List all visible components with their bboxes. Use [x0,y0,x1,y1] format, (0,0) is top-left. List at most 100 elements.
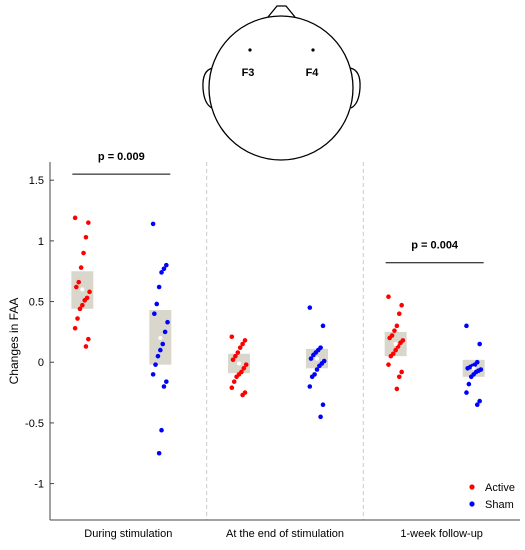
data-point [234,374,239,380]
data-point [165,319,170,325]
data-point [309,374,315,380]
data-point [477,341,482,347]
data-point [318,414,323,420]
data-point [477,398,482,404]
data-point [87,289,92,295]
data-point [240,341,245,347]
electrode-f4-dot [311,48,315,52]
significance-label: p = 0.004 [411,240,459,252]
data-point [83,234,89,240]
data-point [468,374,474,380]
data-point [150,221,156,227]
data-point [466,381,472,387]
y-tick-label: 0 [38,357,44,369]
mean-marker [237,361,241,366]
data-point [81,250,86,256]
data-point [394,386,400,392]
data-point [314,367,320,372]
data-point [83,344,89,349]
head-right-ear [349,67,361,109]
data-point [86,220,91,225]
data-point [307,305,313,310]
data-point [160,341,166,347]
data-point [398,340,403,346]
data-point [464,323,469,329]
data-point [241,366,247,371]
data-point [150,372,156,377]
data-point [164,262,169,268]
data-point [77,306,83,312]
electrode-f4-label: F4 [306,67,320,79]
data-point [235,350,241,355]
data-point [80,302,85,308]
data-point [388,353,394,359]
data-point [161,384,167,389]
data-point [399,369,404,375]
significance-annotations: p = 0.009 p = 0.004 [72,151,484,264]
group-separators [206,162,364,520]
data-point [82,298,88,303]
legend-label: Active [485,482,515,494]
data-point [231,379,237,384]
data-point [396,374,402,380]
x-tick-label: At the end of stimulation [226,528,344,540]
data-point [229,334,235,340]
data-point [308,356,314,361]
data-point [386,362,391,367]
data-point [464,390,469,395]
iqr-boxes [71,271,485,377]
data-point [386,294,391,300]
data-point [393,347,398,353]
legend-label: Sham [485,499,514,511]
y-tick-label: 0.5 [29,297,44,309]
data-point [307,384,313,389]
data-point [311,352,316,358]
mean-marker [80,287,85,292]
data-point [158,347,163,353]
data-point [152,311,157,316]
axes [49,162,520,521]
data-point [161,266,167,272]
data-point [162,329,168,335]
x-tick-labels: During stimulation At the end of stimulat… [84,528,483,540]
data-point [392,328,397,333]
data-point [320,323,326,329]
significance-label: p = 0.009 [98,151,145,163]
data-point [237,345,243,350]
data-point [164,379,169,384]
y-tick-label: -1 [34,479,44,491]
data-point [240,392,245,398]
data-points [72,215,484,456]
head-outline [208,15,354,161]
data-point [74,284,79,290]
mean-markers [80,287,476,371]
mean-marker [471,366,476,371]
data-point [159,270,164,275]
data-point [242,338,248,343]
data-point [474,402,480,408]
data-point [72,325,78,331]
data-point [76,279,82,285]
data-point [155,353,161,359]
electrode-f3-label: F3 [242,67,255,79]
data-point [230,357,236,363]
mean-marker [393,342,398,347]
data-point [159,427,164,433]
legend: Active Sham [469,482,515,511]
data-point [396,311,402,316]
data-point [229,385,235,391]
y-tick-label: 1 [38,236,44,248]
mean-marker [158,335,163,340]
data-point [387,335,392,341]
data-point [317,363,322,369]
data-point [78,265,84,270]
x-tick-label: 1-week follow-up [400,528,483,540]
legend-marker [469,484,475,490]
data-point [320,402,326,408]
x-tick-label: During stimulation [84,528,172,540]
legend-marker [469,501,475,507]
y-tick-label: -0.5 [25,418,44,430]
chart: p = 0.009 p = 0.004 -1 -0.5 0 0.5 1 1.5 During… [7,151,520,540]
y-ticks: -1 -0.5 0 0.5 1 1.5 [25,175,54,491]
